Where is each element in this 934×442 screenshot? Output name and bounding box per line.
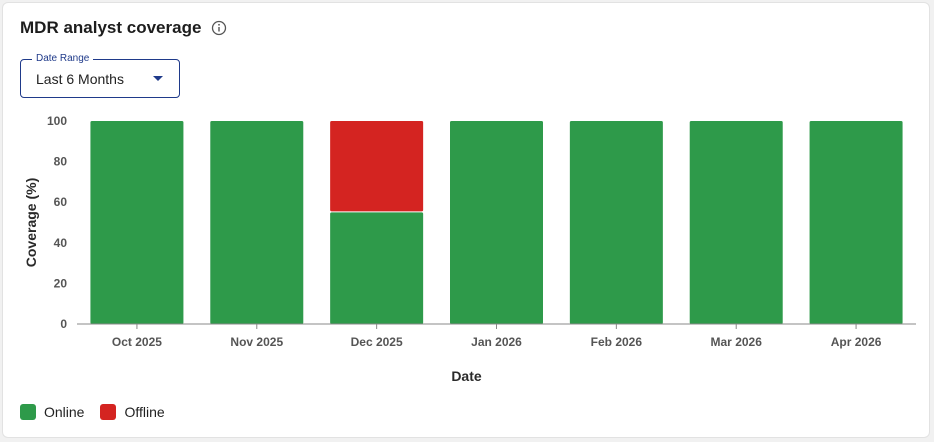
y-tick-label: 100 [47,114,67,128]
y-tick-label: 20 [54,276,68,290]
x-tick-label: Dec 2025 [351,335,403,349]
x-tick-label: Nov 2025 [230,335,283,349]
chart-legend: Online Offline [20,404,165,420]
date-range-label: Date Range [32,53,94,65]
x-tick-label: Apr 2026 [831,335,882,349]
legend-item-online[interactable]: Online [20,404,84,420]
y-tick-label: 60 [54,195,68,209]
legend-swatch [20,404,36,420]
bar-online-6 [809,121,903,324]
bar-offline-2 [330,121,424,212]
x-tick-label: Jan 2026 [471,335,522,349]
bar-online-4 [569,121,663,324]
x-tick-label: Feb 2026 [591,335,643,349]
y-axis-title: Coverage (%) [23,178,39,267]
date-range-value: Last 6 Months [36,71,124,87]
legend-swatch [100,404,117,420]
y-tick-label: 80 [54,155,68,169]
page-title: MDR analyst coverage [20,18,202,37]
legend-label: Online [44,404,85,420]
bar-online-0 [90,121,184,324]
bar-online-2 [330,212,424,324]
y-tick-label: 40 [54,236,68,250]
bar-online-3 [450,121,543,324]
info-icon[interactable] [211,20,227,36]
caret-down-icon [153,76,163,81]
coverage-chart: 0 20 40 60 80 100 Coverage (%) Oct 2025 Nov 2025… [23,114,916,384]
legend-label: Offline [124,404,165,420]
x-tick-label: Oct 2025 [112,335,162,349]
y-tick-label: 0 [60,317,67,331]
legend-item-offline[interactable]: Offline [100,404,165,420]
header: MDR analyst coverage [20,18,227,38]
bar-online-5 [689,121,783,324]
bar-online-1 [210,121,304,324]
x-axis-title: Date [451,368,482,384]
x-tick-label: Mar 2026 [711,335,763,349]
date-range-select[interactable]: Date Range Last 6 Months [20,53,180,98]
